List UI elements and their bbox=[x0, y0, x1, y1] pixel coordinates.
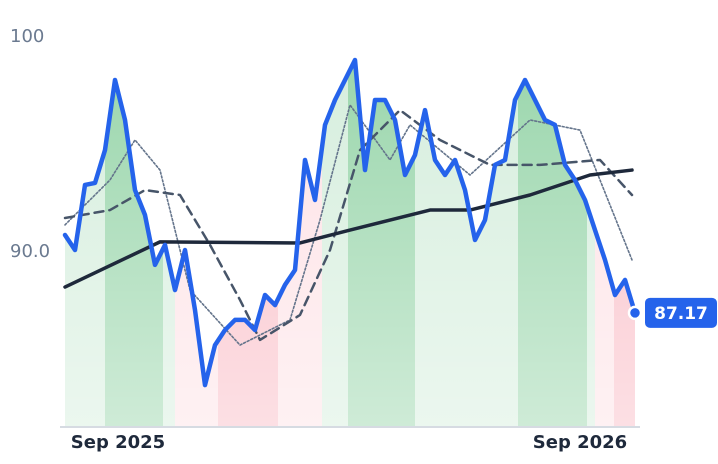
value-badge bbox=[645, 297, 717, 328]
x-tick-label: Sep 2025 bbox=[71, 432, 165, 453]
line-series bbox=[63, 168, 634, 289]
line-series bbox=[62, 57, 638, 388]
region-fade bbox=[65, 59, 635, 427]
y-tick-label: 90.0 bbox=[10, 241, 50, 262]
line-series bbox=[63, 108, 634, 342]
x-tick-label: Sep 2026 bbox=[533, 432, 627, 453]
last-point bbox=[627, 305, 643, 321]
regions bbox=[65, 59, 635, 427]
lines: 87.17 bbox=[62, 57, 717, 388]
axes: 90.0 100 Sep 2025 Sep 2026 bbox=[10, 26, 640, 453]
y-tick-label: 100 bbox=[10, 26, 44, 47]
value-badge-label: 87.17 bbox=[654, 304, 708, 324]
